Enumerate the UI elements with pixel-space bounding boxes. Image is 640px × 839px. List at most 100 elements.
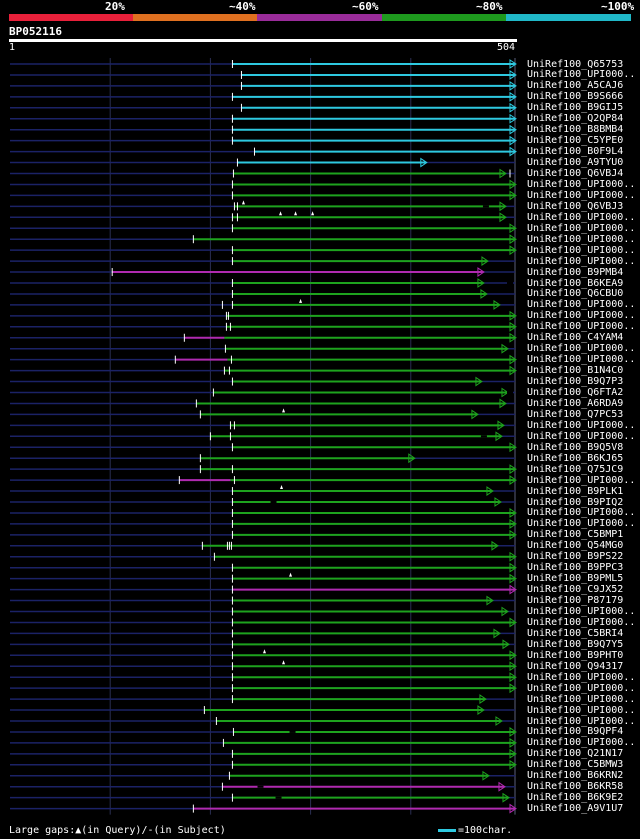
hit-label[interactable]: UniRef100_B9PIQ2 <box>527 496 624 508</box>
hit-label[interactable]: UniRef100_Q21N17 <box>527 748 624 760</box>
hit-label[interactable]: UniRef100_UPI000.. <box>527 69 636 81</box>
hit-label[interactable]: UniRef100_UPI000.. <box>527 211 636 223</box>
hit-label[interactable]: UniRef100_A9V1U7 <box>527 803 624 815</box>
hit-label[interactable]: UniRef100_B0F9L4 <box>527 146 624 158</box>
hit-label[interactable]: UniRef100_UPI000.. <box>527 682 636 694</box>
hit-label[interactable]: UniRef100_Q7PC53 <box>527 408 624 420</box>
scale-segment <box>505 14 631 21</box>
hit-label[interactable]: UniRef100_UPI000.. <box>527 518 636 530</box>
query-gap-marker <box>282 408 286 413</box>
hit-label[interactable]: UniRef100_UPI000.. <box>527 244 636 256</box>
hit-label[interactable]: UniRef100_B9PS22 <box>527 551 624 563</box>
scale-label: ~40% <box>229 0 256 13</box>
hit-label[interactable]: UniRef100_C5YPE0 <box>527 135 624 147</box>
hit-end-arrow <box>509 102 517 113</box>
hit-label[interactable]: UniRef100_B9PML5 <box>527 573 624 585</box>
hit-end-arrow <box>509 737 517 748</box>
hit-label[interactable]: UniRef100_UPI000.. <box>527 737 636 749</box>
hit-label[interactable]: UniRef100_C5BMP1 <box>527 529 624 541</box>
hit-end-arrow <box>509 759 517 770</box>
hit-label[interactable]: UniRef100_B9Q7Y5 <box>527 638 624 650</box>
hit-label[interactable]: UniRef100_C5BMW3 <box>527 759 624 771</box>
hit-label[interactable]: UniRef100_UPI000.. <box>527 715 636 727</box>
hit-end-arrow <box>499 398 507 409</box>
hit-label[interactable]: UniRef100_A5CAJ6 <box>527 80 624 92</box>
hit-end-arrow <box>486 486 494 496</box>
hit-label[interactable]: UniRef100_UPI000.. <box>527 693 636 705</box>
scale-label: ~80% <box>476 0 503 13</box>
hit-label[interactable]: UniRef100_B9GIJ5 <box>527 102 624 114</box>
hit-label[interactable]: UniRef100_B6KJ65 <box>527 452 624 464</box>
hit-end-arrow <box>477 267 485 277</box>
hit-label[interactable]: UniRef100_B6KRN2 <box>527 770 624 782</box>
key-swatch <box>438 828 456 832</box>
hit-end-arrow <box>480 289 488 299</box>
hit-end-arrow <box>509 146 517 157</box>
hit-label[interactable]: UniRef100_UPI000.. <box>527 321 636 333</box>
hit-label[interactable]: UniRef100_UPI000.. <box>527 430 636 442</box>
hit-label[interactable]: UniRef100_UPI000.. <box>527 354 636 366</box>
hit-end-arrow <box>509 573 517 584</box>
hit-label[interactable]: UniRef100_UPI000.. <box>527 606 636 617</box>
hit-end-arrow <box>509 310 517 321</box>
query-gap-marker <box>294 211 298 216</box>
hit-label[interactable]: UniRef100_Q6FTA2 <box>527 387 624 398</box>
hit-end-arrow <box>509 113 517 124</box>
hit-label[interactable]: UniRef100_C9JX52 <box>527 584 624 596</box>
hit-label[interactable]: UniRef100_B9PLK1 <box>527 485 624 497</box>
hit-label[interactable]: UniRef100_B9PHT0 <box>527 649 624 661</box>
hit-end-arrow <box>509 442 517 453</box>
hit-label[interactable]: UniRef100_B9QPF4 <box>527 726 624 738</box>
hit-label[interactable]: UniRef100_P87179 <box>527 595 624 607</box>
hit-label[interactable]: UniRef100_UPI000.. <box>527 343 636 355</box>
hit-label[interactable]: UniRef100_B6K9E2 <box>527 792 624 804</box>
hit-end-arrow <box>509 91 517 102</box>
hit-label[interactable]: UniRef100_UPI000.. <box>527 310 636 322</box>
hit-label[interactable]: UniRef100_A6RDA9 <box>527 397 624 409</box>
hit-label[interactable]: UniRef100_Q54MG0 <box>527 540 624 552</box>
hit-label[interactable]: UniRef100_A9TYU0 <box>527 157 624 169</box>
hit-end-arrow <box>509 80 517 91</box>
hit-label[interactable]: UniRef100_UPI000.. <box>527 507 636 519</box>
hit-label[interactable]: UniRef100_C5BRI4 <box>527 627 624 639</box>
hit-label[interactable]: UniRef100_Q65753 <box>527 58 624 70</box>
scale-segment <box>133 14 259 21</box>
hit-end-arrow <box>493 299 501 310</box>
hit-label[interactable]: UniRef100_Q6VBJ4 <box>527 168 624 179</box>
hit-end-arrow <box>498 781 506 792</box>
hit-label[interactable]: UniRef100_B9PPC3 <box>527 562 624 574</box>
hit-label[interactable]: UniRef100_Q94317 <box>527 660 624 672</box>
hit-label[interactable]: UniRef100_Q75JC9 <box>527 463 624 475</box>
hit-end-arrow <box>477 705 485 715</box>
hit-label[interactable]: UniRef100_C4YAM4 <box>527 332 624 344</box>
hit-label[interactable]: UniRef100_Q6CBU0 <box>527 288 624 300</box>
hit-label[interactable]: UniRef100_B9S666 <box>527 91 624 103</box>
hit-label[interactable]: UniRef100_B8BMB4 <box>527 124 624 136</box>
hit-label[interactable]: UniRef100_B6KR58 <box>527 781 624 793</box>
hit-label[interactable]: UniRef100_UPI000.. <box>527 178 636 190</box>
hit-label[interactable]: UniRef100_UPI000.. <box>527 704 636 716</box>
hit-label[interactable]: UniRef100_UPI000.. <box>527 222 636 234</box>
hit-label[interactable]: UniRef100_UPI000.. <box>527 233 636 245</box>
hit-label[interactable]: UniRef100_Q6VBJ3 <box>527 200 624 212</box>
hit-label[interactable]: UniRef100_B9PMB4 <box>527 266 624 278</box>
hit-label[interactable]: UniRef100_UPI000.. <box>527 299 636 311</box>
query-gap-marker <box>282 660 286 665</box>
hit-label[interactable]: UniRef100_UPI000.. <box>527 671 636 683</box>
hit-label[interactable]: UniRef100_B9Q5V8 <box>527 441 624 453</box>
hit-end-arrow <box>502 792 510 803</box>
hit-end-arrow <box>495 716 503 726</box>
hit-label[interactable]: UniRef100_UPI000.. <box>527 419 636 431</box>
hit-label[interactable]: UniRef100_UPI000.. <box>527 616 636 628</box>
hit-label[interactable]: UniRef100_B6KEA9 <box>527 277 624 289</box>
hit-end-arrow <box>509 584 517 595</box>
hit-label[interactable]: UniRef100_UPI000.. <box>527 474 636 486</box>
hit-end-arrow <box>494 497 502 507</box>
hit-label[interactable]: UniRef100_UPI000.. <box>527 189 636 201</box>
hit-label[interactable]: UniRef100_B9Q7P3 <box>527 376 624 388</box>
hit-label[interactable]: UniRef100_B1N4C0 <box>527 365 624 377</box>
hit-label[interactable]: UniRef100_Q2QP84 <box>527 113 624 125</box>
hit-end-arrow <box>509 650 517 661</box>
hit-label[interactable]: UniRef100_UPI000.. <box>527 255 636 267</box>
